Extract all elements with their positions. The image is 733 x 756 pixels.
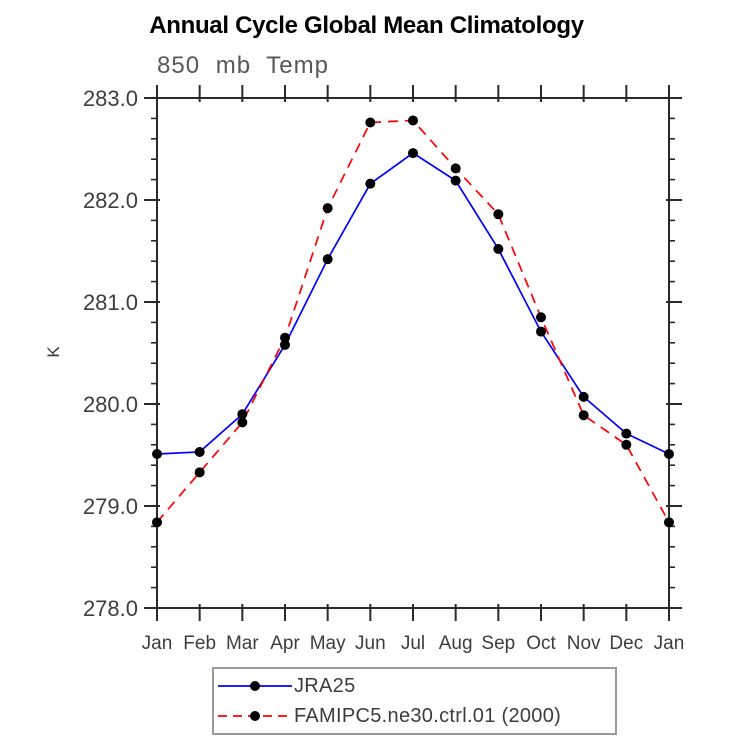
data-point-marker <box>621 428 632 439</box>
y-tick-label: 279.0 <box>83 494 138 519</box>
legend-label-famipc5: FAMIPC5.ne30.ctrl.01 (2000) <box>294 704 562 727</box>
legend-marker-dot <box>250 711 260 721</box>
data-point-marker <box>408 148 418 159</box>
data-point-marker <box>408 115 418 126</box>
x-tick-label: Feb <box>183 633 216 654</box>
data-point-marker <box>578 410 589 421</box>
data-point-marker <box>194 467 205 478</box>
x-tick-label: Jan <box>142 633 173 654</box>
data-point-marker <box>664 517 674 528</box>
x-tick-label: Sep <box>481 633 515 654</box>
legend-solid-line-sample <box>218 681 292 691</box>
series-line-FAMIPC5.ne30.ctrl.01 (2000) <box>156 119 670 523</box>
chart-title: Annual Cycle Global Mean Climatology <box>149 12 584 39</box>
x-tick-label: Dec <box>609 633 643 654</box>
data-point-marker <box>493 243 504 254</box>
legend-item-jra25: JRA25 <box>217 673 615 699</box>
data-point-marker <box>280 339 290 350</box>
chart-subtitle: 850 mb Temp <box>157 52 329 79</box>
x-tick-label: Mar <box>226 633 259 654</box>
legend-marker-dot <box>250 681 260 691</box>
data-point-marker <box>237 417 248 428</box>
data-point-marker <box>664 448 674 459</box>
data-point-marker <box>365 178 376 189</box>
data-point-marker <box>578 391 589 402</box>
y-tick-label: 282.0 <box>83 188 138 213</box>
data-point-marker <box>322 254 333 265</box>
data-point-marker <box>450 163 461 174</box>
series-line-JRA25 <box>156 152 670 455</box>
y-tick-label: 280.0 <box>83 392 138 417</box>
data-point-marker <box>194 446 205 457</box>
data-point-marker <box>237 409 248 420</box>
data-point-marker <box>280 332 290 343</box>
data-point-marker <box>450 175 461 186</box>
data-point-marker <box>365 117 376 128</box>
data-point-marker <box>621 439 632 450</box>
x-tick-label: Jun <box>355 633 386 654</box>
data-point-marker <box>536 312 546 323</box>
x-tick-label: Apr <box>270 633 300 654</box>
data-point-marker <box>322 203 333 214</box>
legend-label-jra25: JRA25 <box>294 674 356 697</box>
y-tick-label: 278.0 <box>83 596 138 621</box>
x-tick-label: Nov <box>567 633 601 654</box>
x-tick-label: May <box>310 633 346 654</box>
legend: JRA25 FAMIPC5.ne30.ctrl.01 (2000) <box>212 667 617 735</box>
x-tick-label: Aug <box>439 633 473 654</box>
data-point-marker <box>536 326 546 337</box>
data-point-marker <box>152 448 162 459</box>
data-point-marker <box>493 209 504 220</box>
legend-dashed-line-sample <box>218 711 292 721</box>
x-tick-label: Jan <box>654 633 685 654</box>
legend-item-famipc5: FAMIPC5.ne30.ctrl.01 (2000) <box>217 703 615 729</box>
data-point-marker <box>152 517 162 528</box>
x-tick-label: Oct <box>526 633 556 654</box>
x-tick-label: Jul <box>401 633 425 654</box>
y-tick-label: 283.0 <box>83 86 138 111</box>
y-tick-label: 281.0 <box>83 290 138 315</box>
